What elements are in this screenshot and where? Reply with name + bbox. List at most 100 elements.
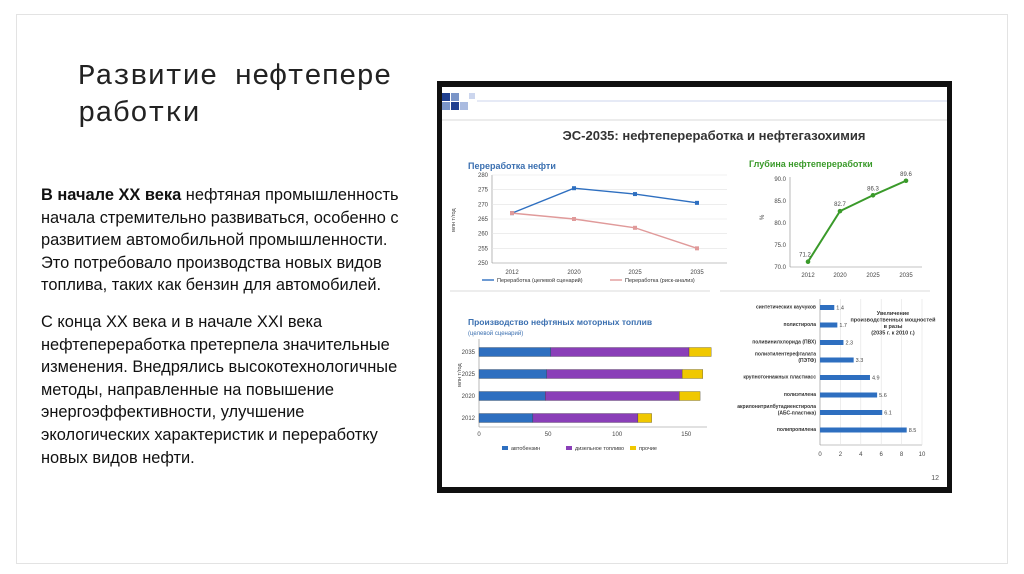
chart3-bar-gasoline (478, 391, 546, 401)
chart4-data-label: 1.4 (836, 306, 844, 312)
chart2-ytick-label: 70.0 (774, 265, 786, 271)
chart1-point (633, 225, 637, 230)
chart4-category-label: полиэтилентерефталата (755, 351, 816, 358)
paragraph-1: В начале XX века нефтяная промышленность… (41, 184, 416, 297)
slide-page-number: 12 (931, 475, 939, 482)
chart3-subtitle: (целевой сценарий) (468, 330, 523, 337)
chart1-series-target-line (511, 187, 698, 214)
chart4-bar (820, 322, 838, 328)
chart2-data-label: 71.2 (799, 253, 811, 259)
slide-frame (16, 14, 1008, 564)
chart1-ytick-label: 280 (478, 173, 489, 179)
chart1-point (510, 211, 514, 216)
chart4-xtick-label: 4 (859, 452, 863, 458)
chart2-data-label: 89.6 (900, 172, 912, 178)
chart3-bar-other (681, 369, 704, 379)
chart4-bar (820, 410, 883, 415)
chart1-xtick-label: 2020 (567, 270, 581, 276)
chart4-category-label: полиэтилена (784, 392, 816, 398)
chart1-ytick-label: 265 (478, 217, 489, 223)
chart2-data-label: 86.3 (867, 186, 879, 192)
chart2-xtick-label: 2012 (801, 273, 815, 279)
chart2-ytick-label: 75.0 (774, 243, 786, 249)
chart4-category-label: синтетических каучуков (756, 305, 816, 311)
chart4-category-label: полипропилена (777, 427, 816, 433)
chart2-ytick-label: 85.0 (774, 199, 786, 205)
chart1-point (633, 192, 637, 197)
embedded-slide: ЭС-2035: нефтепереработка и нефтегазохим… (442, 87, 947, 487)
chart4-bar (820, 427, 907, 433)
chart1-xtick-label: 2035 (690, 270, 704, 276)
chart4-category-label: поливинилхлорида (ПВХ) (752, 340, 816, 346)
chart4-data-label: 2.3 (845, 341, 853, 347)
page-title: Развитие нефтепереработки (78, 60, 392, 130)
chart3-xtick-label: 150 (681, 432, 692, 438)
chart4-bar (820, 375, 870, 380)
chart1-title: Переработка нефти (468, 161, 556, 171)
chart4-bar (820, 357, 854, 363)
chart4-xtick-label: 8 (900, 452, 904, 458)
embedded-slide-image: ЭС-2035: нефтепереработка и нефтегазохим… (437, 81, 952, 493)
chart2-point (805, 259, 811, 265)
chart2-ytick-label: 80.0 (774, 221, 786, 227)
chart1-legend-target: Переработка (целевой сценарий) (497, 277, 583, 284)
chart2-xtick-label: 2035 (899, 273, 913, 279)
chart4-annotation: Увеличение производственных мощностей в ра… (850, 311, 935, 337)
chart3-bar-diesel (532, 413, 639, 423)
paragraph-2: С конца XX века и в начале XXI века нефт… (41, 312, 398, 467)
chart3-bar-gasoline (478, 413, 534, 423)
chart4-data-label: 1.7 (839, 323, 847, 329)
chart2-point (837, 208, 843, 214)
chart3-xtick-label: 0 (477, 432, 481, 438)
chart4-data-label: 3.3 (856, 358, 864, 364)
chart3-bar-gasoline (478, 347, 552, 357)
chart1-ytick-label: 275 (478, 188, 489, 194)
chart3-category-label: 2035 (462, 350, 476, 356)
chart3-legend-diesel: дизельное топливо (575, 446, 624, 452)
body-text: В начале XX века нефтяная промышленность… (41, 184, 416, 483)
chart3-xtick-label: 100 (612, 432, 623, 438)
chart4-xtick-label: 10 (919, 452, 926, 458)
chart3-ylabel: млн т/год (457, 363, 463, 387)
chart2-ylabel: % (760, 214, 766, 220)
chart2-title: Глубина нефтепереработки (749, 159, 873, 169)
chart3-legend-other: прочие (639, 446, 657, 452)
chart3-bar-diesel (550, 347, 690, 357)
chart4-category-label: полистирола (784, 322, 817, 328)
chart1-xtick-label: 2012 (505, 270, 519, 276)
chart3-legend: автобензин дизельное топливо прочие (502, 446, 657, 452)
chart1-ytick-label: 260 (478, 232, 489, 238)
chart4-bar (820, 305, 835, 310)
chart2-point (903, 178, 909, 184)
chart4-data-label: 8.5 (909, 428, 917, 434)
chart4-bar (820, 392, 878, 398)
paragraph-1-rest: нефтяная промышленность начала стремител… (41, 186, 399, 295)
chart4-xtick-label: 0 (818, 452, 822, 458)
chart1-legend-risk: Переработка (риск-анализ) (625, 278, 695, 284)
chart1-legend: Переработка (целевой сценарий) Переработ… (482, 277, 695, 284)
chart1-series-risk-line (511, 212, 698, 249)
chart2-xtick-label: 2025 (866, 273, 880, 279)
paragraph-1-bold: В начале XX века (41, 186, 182, 204)
chart4-data-label: 4.9 (872, 376, 880, 382)
chart3-bar-gasoline (478, 369, 547, 379)
chart1-point (572, 217, 576, 221)
chart2-ytick-label: 90.0 (774, 177, 786, 183)
chart4-category-label: (ПЭТФ) (798, 358, 816, 364)
chart1-point (695, 200, 699, 205)
chart2-depth-line (807, 179, 907, 263)
chart3-category-label: 2012 (462, 416, 476, 422)
chart2-point (870, 192, 876, 198)
chart3-bar-other (688, 347, 712, 357)
chart3-legend-gasoline: автобензин (511, 446, 540, 452)
chart1-ytick-label: 270 (478, 202, 489, 208)
chart1-xtick-label: 2025 (628, 270, 642, 276)
chart3-category-label: 2025 (462, 372, 476, 378)
chart1-point (572, 186, 576, 191)
corner-squares-decoration (442, 93, 475, 110)
chart2-xtick-label: 2020 (833, 273, 847, 279)
chart3-bar-diesel (545, 391, 680, 401)
chart1-ytick-label: 255 (478, 246, 489, 252)
slide-title: ЭС-2035: нефтепереработка и нефтегазохим… (563, 128, 866, 143)
chart4-category-label: (АБС-пластика) (778, 411, 817, 417)
